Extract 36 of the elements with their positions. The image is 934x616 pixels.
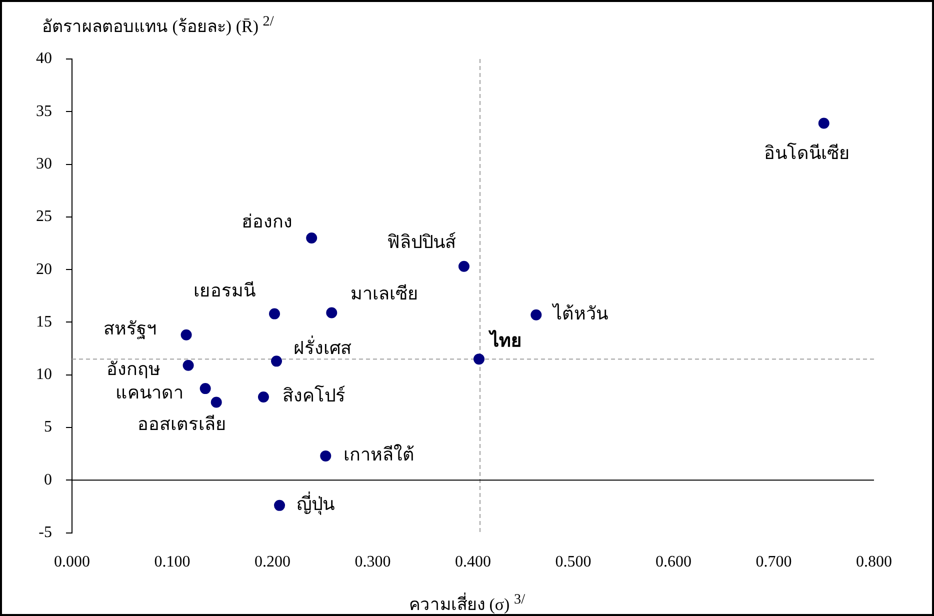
x-tick-label: 0.200 [254, 554, 290, 571]
annotation: เกาหลีใต้ [344, 444, 415, 465]
x-tick-label: 0.500 [555, 554, 592, 571]
annotation: ญี่ปุ่น [296, 491, 335, 516]
annotation: สหรัฐฯ [103, 318, 156, 340]
x-axis-title: ความเสี่ยง (σ) $^{3/}$ [408, 590, 526, 616]
y-tick-label: 10 [36, 366, 52, 384]
x-tick-label: 0.600 [656, 554, 692, 571]
annotation: ฟิลิปปินส์ [386, 232, 456, 252]
y-tick-label: 40 [36, 50, 52, 68]
y-tick-label: 30 [36, 155, 52, 172]
annotation: ออสเตรเลีย [137, 414, 226, 434]
y-tick-label: 5 [44, 418, 52, 436]
y-tick-label: 35 [36, 102, 52, 120]
annotation: ไทย [488, 330, 522, 351]
x-tick-label: 0.300 [354, 554, 391, 571]
y-tick-label: -5 [38, 524, 52, 542]
annotation: เยอรมนี [194, 280, 256, 301]
x-tick-label: 0.800 [856, 554, 892, 571]
x-tick-label: 0.100 [154, 554, 190, 571]
y-tick-label: 15 [36, 313, 52, 330]
annotation: ฝรั่งเศส [294, 334, 352, 358]
annotation: แคนาดา [115, 382, 184, 402]
y-tick-label: 20 [36, 260, 52, 278]
x-tick-label: 0.000 [54, 554, 90, 571]
y-axis-title: อัตราผลตอบแทน (ร้อยละ) (R̄) $^{2/}$ [42, 12, 274, 38]
x-tick-label: 0.400 [455, 554, 491, 571]
y-tick-label: 25 [36, 208, 52, 226]
annotation: สิงคโปร์ [282, 384, 346, 406]
y-tick-label: 0 [44, 471, 52, 488]
annotation: มาเลเซีย [350, 283, 419, 304]
annotation: อังกฤษ [106, 359, 160, 380]
annotation: อินโดนีเซีย [764, 142, 850, 163]
x-tick-label: 0.700 [756, 554, 792, 571]
annotation: ฮ่องกง [242, 212, 293, 232]
annotation: ไต้หวัน [551, 302, 608, 324]
